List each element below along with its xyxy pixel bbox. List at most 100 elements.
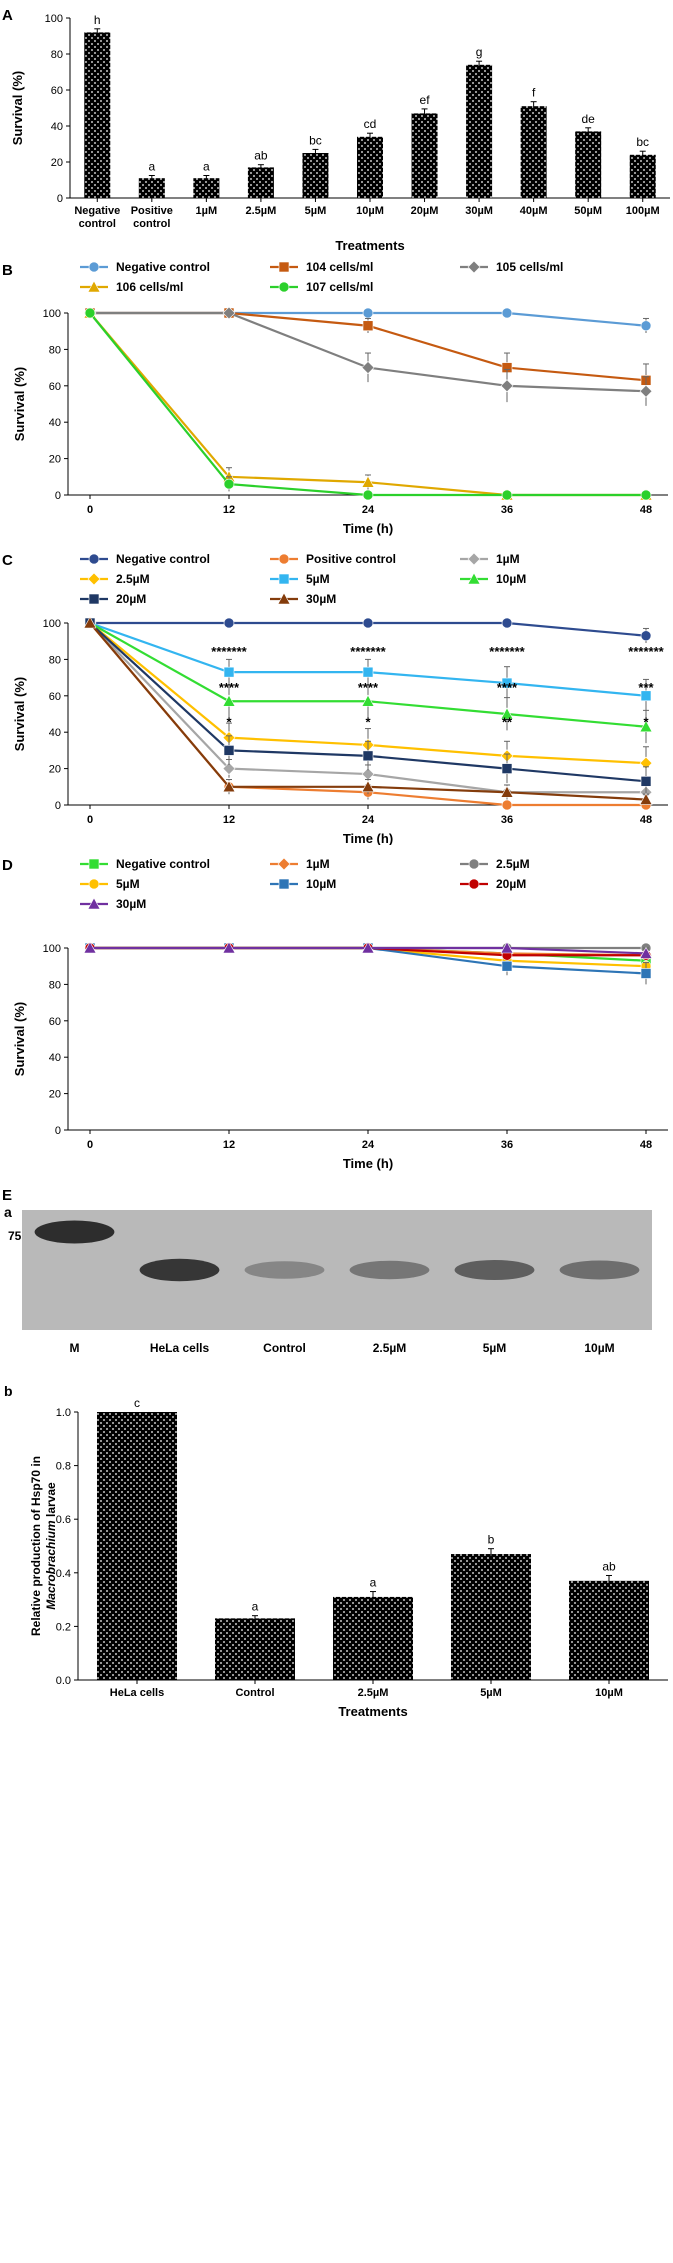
legend-swatch-marker <box>278 573 290 585</box>
legend-swatch-marker <box>88 878 100 890</box>
significance-asterisks: * <box>365 715 371 730</box>
x-axis-title: Time (h) <box>343 521 393 536</box>
gel-background <box>22 1210 652 1330</box>
panel-b: B 0 20 40 60 80 100 0 12 24 36 48 Time (h) Survival … <box>0 255 673 545</box>
y-tick-label: 60 <box>49 1016 61 1028</box>
panel-e: E a 75 M HeLa cells Control 2.5µM 5µM 10µM b 0… <box>0 1180 673 1719</box>
c-data-point <box>361 694 375 707</box>
gel-lane-label: HeLa cells <box>150 1341 210 1355</box>
y-tick-label: 40 <box>49 417 61 429</box>
c-data-point <box>501 763 513 774</box>
bar <box>302 153 329 198</box>
x-tick-label: 0 <box>87 504 93 516</box>
b-data-point <box>361 361 375 375</box>
b-data-point <box>640 489 652 501</box>
c-data-point <box>223 666 235 678</box>
bar <box>466 64 493 198</box>
y-axis-title-italic: Macrobrachium <box>44 1517 58 1610</box>
y-tick-label: 20 <box>51 157 63 169</box>
b-data-point <box>640 320 652 332</box>
significance-letter: bc <box>636 135 649 149</box>
x-tick-label: 0 <box>87 814 93 826</box>
c-data-point <box>501 677 513 689</box>
gel-band <box>244 1261 325 1279</box>
legend-swatch-marker <box>467 260 481 274</box>
significance-letter: ef <box>420 93 431 107</box>
bar <box>84 32 111 199</box>
legend-label: 10µM <box>306 877 336 891</box>
b-data-point <box>222 306 236 320</box>
y-tick-label: 80 <box>49 654 61 666</box>
c-data-point <box>500 785 514 798</box>
significance-asterisks: ** <box>502 715 513 730</box>
gel-lane-label: 5µM <box>483 1341 507 1355</box>
d-data-point <box>222 941 236 954</box>
x-tick-label: 24 <box>362 504 375 516</box>
c-data-point <box>640 690 652 702</box>
c-data-point <box>639 720 653 733</box>
y-axis-title-tail: larvae <box>44 1482 58 1517</box>
c-data-point <box>362 617 374 629</box>
b-data-point <box>223 478 235 490</box>
y-tick-label: 100 <box>45 13 63 25</box>
significance-letter: b <box>488 1533 495 1547</box>
y-tick-label: 0 <box>55 1125 61 1137</box>
x-tick-label: control <box>133 218 170 230</box>
significance-asterisks: ******* <box>628 644 664 659</box>
x-tick-label: 5µM <box>480 1687 502 1699</box>
c-data-point <box>222 762 236 776</box>
legend-swatch-marker <box>88 553 100 565</box>
legend-label: Negative control <box>116 857 210 871</box>
x-tick-label: 1µM <box>196 205 218 217</box>
y-tick-label: 60 <box>51 85 63 97</box>
x-tick-label: 36 <box>501 1139 513 1151</box>
legend-label: 106 cells/ml <box>116 280 183 294</box>
legend-label: Negative control <box>116 552 210 566</box>
significance-asterisks: ******* <box>211 644 247 659</box>
bar <box>520 106 547 198</box>
x-tick-label: 100µM <box>626 205 660 217</box>
y-tick-label: 40 <box>49 1052 61 1064</box>
x-tick-label: 48 <box>640 1139 652 1151</box>
d-data-point <box>640 968 652 979</box>
legend-label: 1µM <box>496 552 520 566</box>
gel-band <box>139 1258 220 1282</box>
significance-letter: a <box>203 160 210 174</box>
significance-asterisks: ******* <box>350 644 386 659</box>
b-data-point <box>639 384 653 398</box>
gel-lane-label: Control <box>263 1341 306 1355</box>
y-tick-label: 0.2 <box>56 1621 71 1633</box>
b-data-point <box>500 379 514 393</box>
y-tick-label: 20 <box>49 1089 61 1101</box>
legend-label: 5µM <box>306 572 330 586</box>
legend-swatch-marker <box>278 261 290 273</box>
legend-label: 1µM <box>306 857 330 871</box>
c-data-point <box>501 799 513 811</box>
significance-letter: ab <box>254 149 268 163</box>
gel-band <box>454 1260 535 1280</box>
y-axis-title: Survival (%) <box>12 677 27 751</box>
y-tick-label: 20 <box>49 764 61 776</box>
c-data-point <box>83 616 97 629</box>
y-tick-label: 1.0 <box>56 1407 71 1419</box>
bar <box>569 1580 649 1680</box>
x-tick-label: 36 <box>501 814 513 826</box>
x-tick-label: 12 <box>223 814 235 826</box>
x-tick-label: 5µM <box>305 205 327 217</box>
c-data-point <box>639 792 653 805</box>
d-data-point <box>361 941 375 954</box>
significance-asterisks: *** <box>638 680 654 695</box>
bar <box>247 167 274 198</box>
panel-e-gel-image: E a 75 M HeLa cells Control 2.5µM 5µM 10µM <box>2 1187 652 1355</box>
significance-letter: h <box>94 13 101 27</box>
bar <box>215 1618 295 1680</box>
y-tick-label: 0.0 <box>56 1675 71 1687</box>
x-tick-label: 50µM <box>574 205 602 217</box>
significance-asterisks: **** <box>497 680 518 695</box>
c-data-point <box>640 776 652 787</box>
subpanel-letter-a: a <box>4 1204 12 1220</box>
legend-label: Negative control <box>116 260 210 274</box>
legend-label: 105 cells/ml <box>496 260 563 274</box>
marker-size-label: 75 <box>8 1229 22 1243</box>
